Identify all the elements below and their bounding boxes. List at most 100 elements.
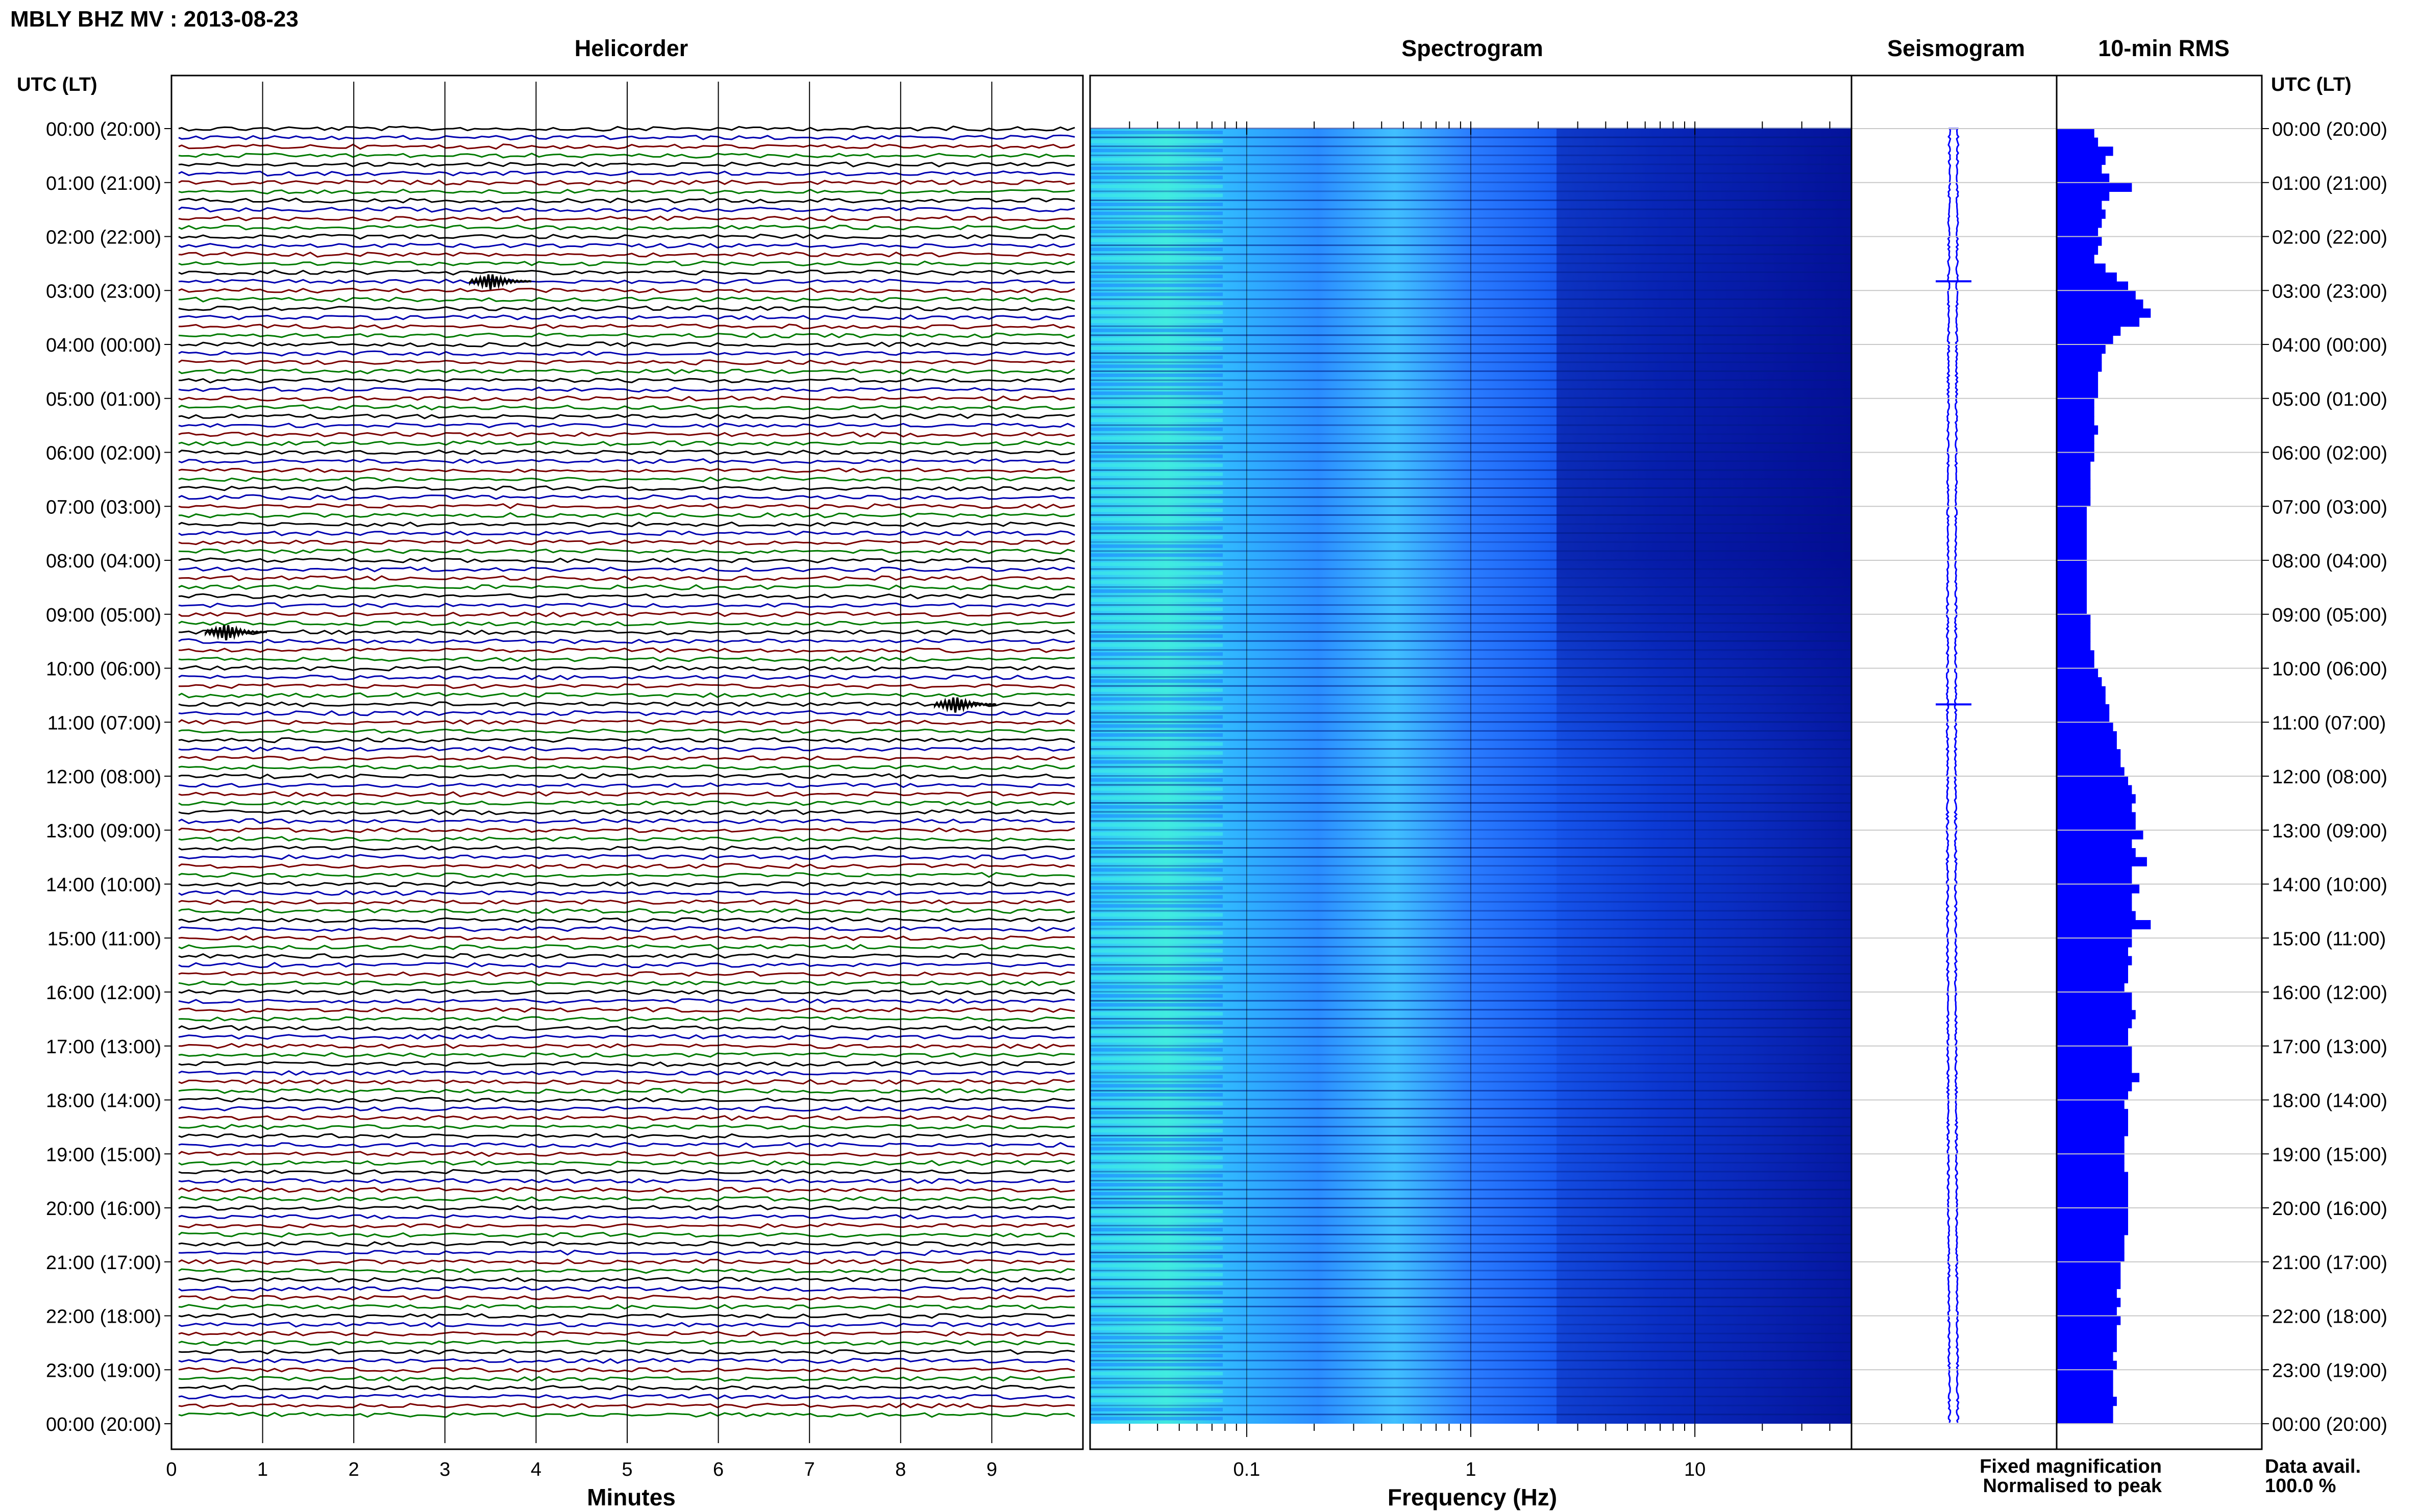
rms-bar <box>2057 488 2091 498</box>
rms-bar <box>2057 1271 2121 1280</box>
spectrogram-low-band <box>1090 1147 1223 1151</box>
helicorder-trace <box>178 431 1075 438</box>
rms-bar <box>2057 1162 2125 1173</box>
rms-bar <box>2057 713 2110 723</box>
spectrogram-low-band <box>1090 841 1223 845</box>
spectrogram-low-band <box>1090 769 1223 773</box>
rms-bar <box>2057 1181 2128 1191</box>
spectrogram-low-band <box>1090 472 1223 476</box>
helicorder-trace <box>178 1312 1075 1319</box>
helicorder-trace <box>178 512 1075 518</box>
spectrogram-low-band <box>1090 1102 1223 1106</box>
spectrogram-low-band <box>1090 1219 1223 1223</box>
helicorder-trace <box>178 206 1075 213</box>
rms-bar <box>2057 1333 2117 1343</box>
spectrogram-low-band <box>1090 670 1223 674</box>
helicorder-trace <box>178 314 1075 320</box>
panel-frame <box>2056 75 2263 1450</box>
spectrogram-low-band <box>1090 1093 1223 1097</box>
helicorder-trace <box>178 935 1075 941</box>
helicorder-trace <box>178 215 1075 222</box>
rms-bar <box>2057 1316 2121 1325</box>
rms-bar <box>2057 965 2128 975</box>
rms-bar <box>2057 191 2110 201</box>
helicorder-trace <box>178 872 1075 878</box>
rms-bar <box>2057 1244 2125 1253</box>
right-y-tick-label: 08:00 (04:00) <box>2272 551 2387 572</box>
rms-bar <box>2057 1261 2121 1271</box>
spectrogram-low-band <box>1090 1048 1223 1052</box>
helicorder-trace <box>178 1007 1075 1013</box>
helicorder-trace <box>178 1402 1075 1409</box>
legend-normalised-to-peak: Normalised to peak <box>1983 1475 2162 1497</box>
rms-bar <box>2057 1145 2125 1154</box>
helicorder-trace <box>178 1151 1075 1157</box>
helicorder-trace <box>178 1304 1075 1310</box>
helicorder-trace <box>178 404 1075 411</box>
rms-bar <box>2057 569 2087 579</box>
helicorder-trace <box>178 1124 1075 1130</box>
helicorder-trace <box>178 378 1075 384</box>
helicorder-trace <box>178 368 1075 375</box>
right-y-tick-label: 10:00 (06:00) <box>2272 659 2387 680</box>
helicorder-trace <box>178 557 1075 563</box>
rms-bar <box>2057 353 2102 363</box>
spectrogram-low-band <box>1090 131 1223 134</box>
rms-bar <box>2057 218 2102 228</box>
helicorder-trace <box>178 539 1075 546</box>
rms-bar <box>2057 1154 2125 1163</box>
helicorder-trace <box>178 413 1075 420</box>
spectrogram-low-band <box>1090 931 1223 935</box>
helicorder-trace <box>178 1232 1075 1238</box>
helicorder-trace <box>178 1060 1075 1067</box>
spectrogram-low-band <box>1090 616 1223 620</box>
rms-bar <box>2057 1288 2117 1298</box>
spectrogram-x-tick-label: 0.1 <box>1233 1459 1260 1480</box>
spectrogram-low-band <box>1090 346 1223 350</box>
spectrogram-low-band <box>1090 1021 1223 1025</box>
rms-bar <box>2057 758 2121 767</box>
helicorder-trace <box>178 961 1075 969</box>
helicorder-trace <box>178 1079 1075 1085</box>
right-y-tick-label: 20:00 (16:00) <box>2272 1198 2387 1220</box>
rms-bar <box>2057 317 2140 327</box>
spectrogram-low-band <box>1090 1372 1223 1376</box>
left-y-tick-label: 08:00 (04:00) <box>46 551 161 572</box>
left-y-tick-label: 21:00 (17:00) <box>46 1252 161 1274</box>
rms-bar <box>2057 1100 2125 1109</box>
spectrogram-x-tick-label: 10 <box>1684 1459 1706 1480</box>
rms-bar <box>2057 290 2136 300</box>
helicorder-trace <box>178 179 1075 186</box>
rms-bar <box>2057 1387 2113 1397</box>
spectrogram-low-band <box>1090 203 1223 206</box>
rms-bar <box>2057 497 2091 507</box>
rms-bar <box>2057 1415 2113 1424</box>
rms-bar <box>2057 938 2132 948</box>
spectrogram-low-band <box>1090 1111 1223 1115</box>
spectrogram-low-band <box>1090 247 1223 252</box>
rms-bar <box>2057 605 2087 615</box>
spectrogram-low-band <box>1090 499 1223 503</box>
spectrogram-low-band <box>1090 1075 1223 1079</box>
left-y-tick-label: 01:00 (21:00) <box>46 173 161 194</box>
spectrogram-low-band <box>1090 1210 1223 1213</box>
rms-bar <box>2057 227 2099 237</box>
rms-bar <box>2057 1226 2128 1235</box>
spectrogram-low-band <box>1090 157 1223 161</box>
helicorder-trace <box>178 1394 1075 1400</box>
spectrogram-low-band <box>1090 400 1223 404</box>
left-y-tick-label: 06:00 (02:00) <box>46 443 161 464</box>
helicorder-x-tick-label: 3 <box>439 1459 450 1480</box>
spectrogram-low-band <box>1090 436 1223 440</box>
helicorder-trace <box>178 818 1075 825</box>
helicorder-event <box>933 697 997 713</box>
helicorder-trace <box>178 422 1075 429</box>
spectrogram-low-band <box>1090 1263 1223 1268</box>
rms-bar <box>2057 1370 2113 1379</box>
rms-bar <box>2057 1010 2136 1020</box>
spectrogram-low-band <box>1090 679 1223 683</box>
helicorder-trace <box>178 908 1075 914</box>
left-y-tick-label: 03:00 (23:00) <box>46 281 161 302</box>
helicorder-trace <box>178 1330 1075 1337</box>
right-y-tick-label: 00:00 (20:00) <box>2272 1414 2387 1435</box>
